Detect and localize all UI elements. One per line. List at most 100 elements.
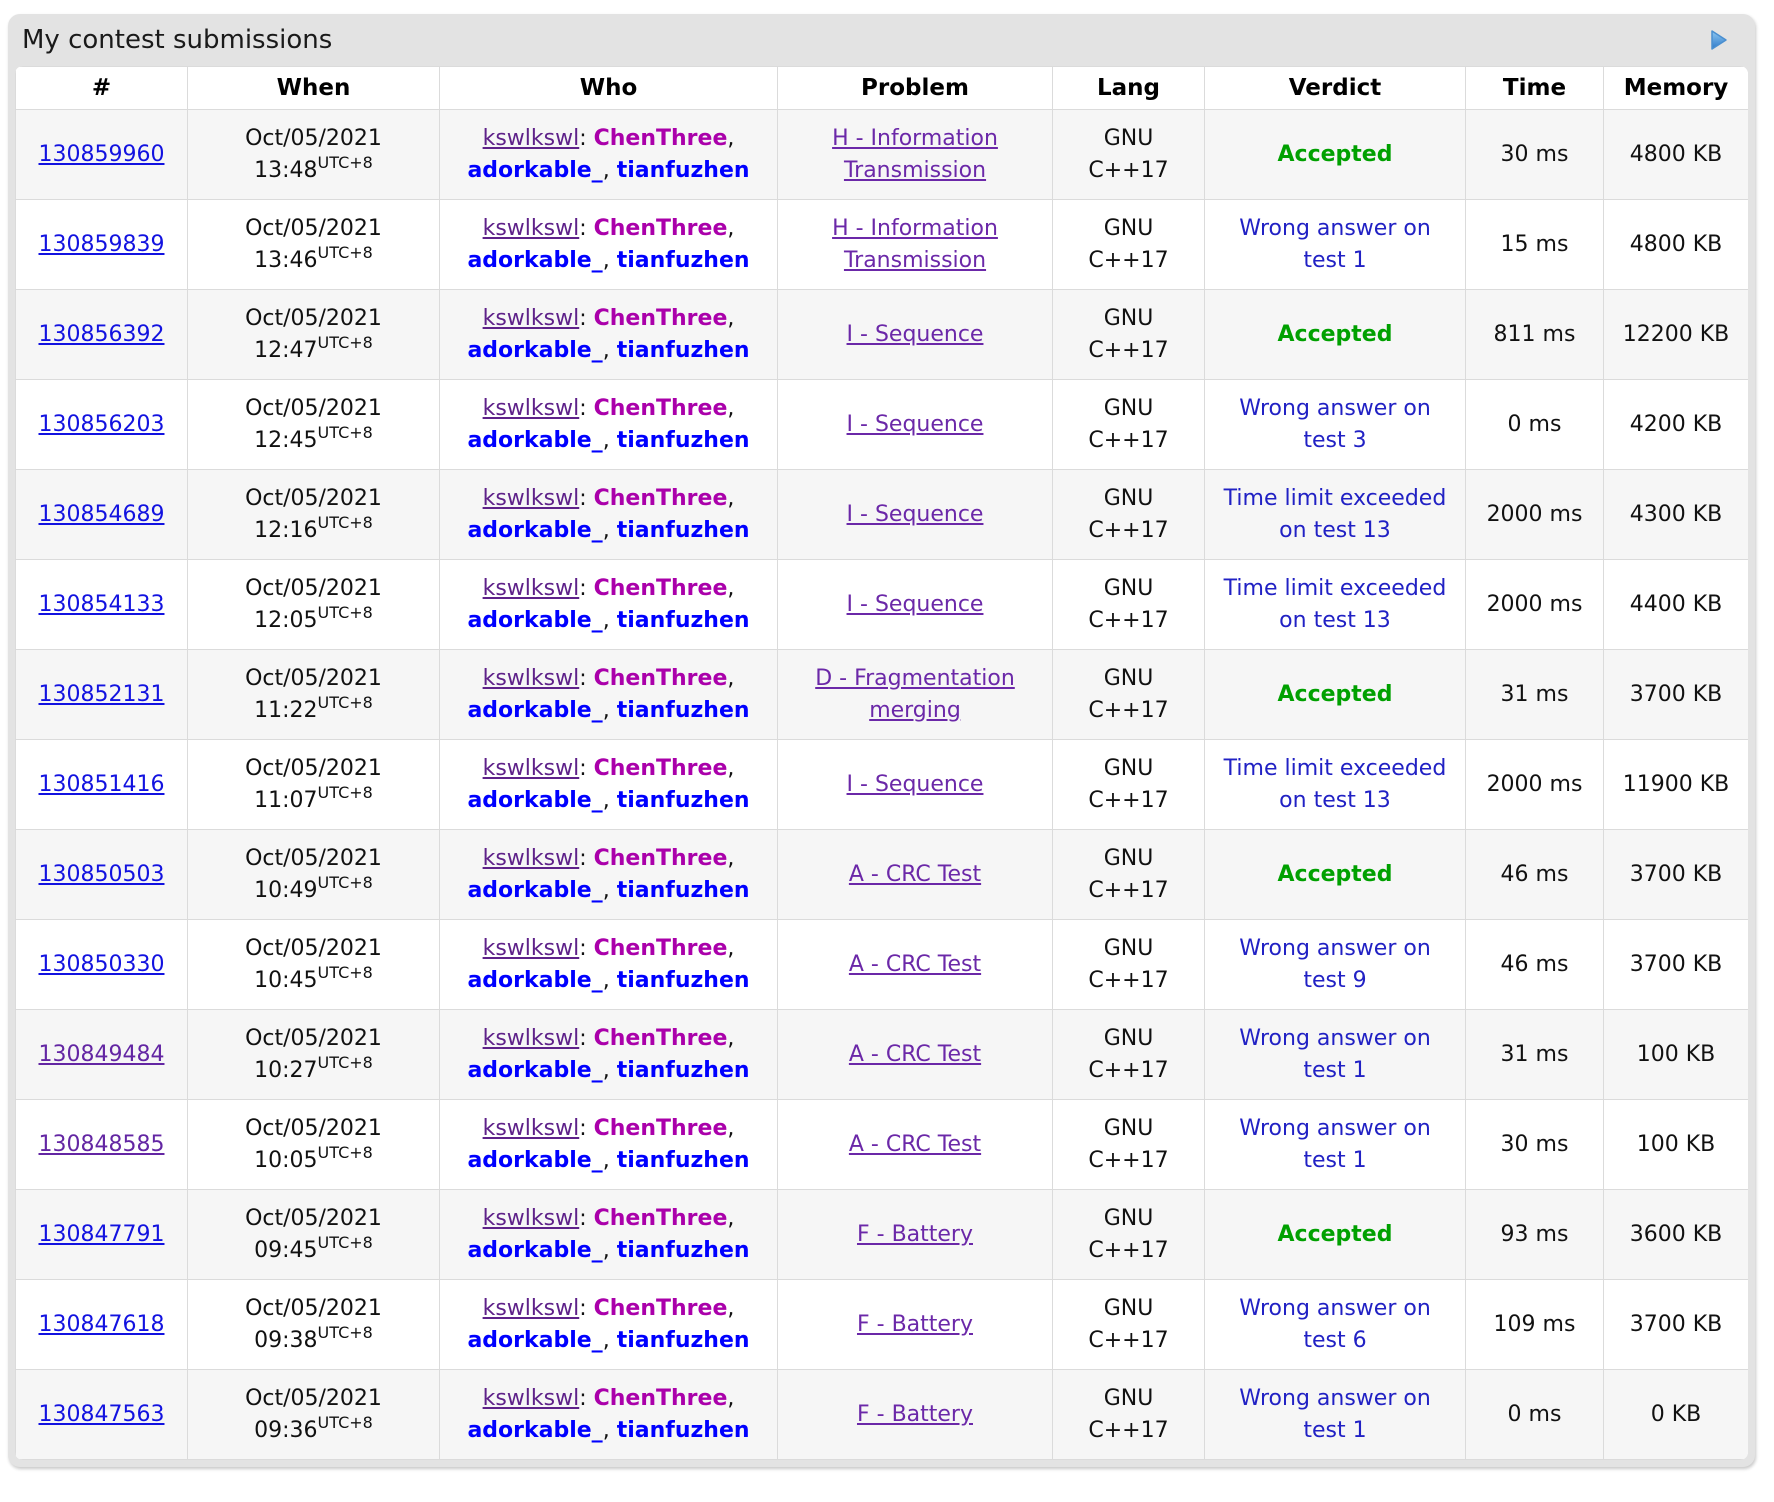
- member-handle-link[interactable]: adorkable_: [467, 1058, 602, 1083]
- submission-id-link[interactable]: 130850503: [39, 862, 165, 887]
- member-handle-link[interactable]: ChenThree: [594, 756, 728, 781]
- problem-link[interactable]: I - Sequence: [847, 769, 984, 801]
- member-handle-link[interactable]: tianfuzhen: [617, 1238, 750, 1263]
- member-handle-link[interactable]: ChenThree: [594, 306, 728, 331]
- team-link[interactable]: kswlkswl: [483, 216, 580, 241]
- problem-link[interactable]: I - Sequence: [847, 319, 984, 351]
- submission-id-link[interactable]: 130859839: [39, 232, 165, 257]
- member-handle-link[interactable]: ChenThree: [594, 1026, 728, 1051]
- team-link[interactable]: kswlkswl: [483, 756, 580, 781]
- sidebar-expand-arrow-icon[interactable]: [1710, 29, 1728, 51]
- submission-id-link[interactable]: 130847791: [39, 1222, 165, 1247]
- member-handle-link[interactable]: adorkable_: [467, 698, 602, 723]
- member-handle-link[interactable]: tianfuzhen: [617, 1148, 750, 1173]
- problem-link[interactable]: D - Fragmentation merging: [790, 663, 1040, 727]
- team-link[interactable]: kswlkswl: [483, 306, 580, 331]
- member-handle-link[interactable]: tianfuzhen: [617, 248, 750, 273]
- problem-link[interactable]: I - Sequence: [847, 409, 984, 441]
- member-handle-link[interactable]: tianfuzhen: [617, 788, 750, 813]
- member-handle-link[interactable]: adorkable_: [467, 1418, 602, 1443]
- team-link[interactable]: kswlkswl: [483, 846, 580, 871]
- team-link[interactable]: kswlkswl: [483, 576, 580, 601]
- member-handle-link[interactable]: adorkable_: [467, 338, 602, 363]
- member-handle-link[interactable]: tianfuzhen: [617, 698, 750, 723]
- team-link[interactable]: kswlkswl: [483, 1206, 580, 1231]
- submission-id-link[interactable]: 130847618: [39, 1312, 165, 1337]
- submission-problem-cell: I - Sequence: [778, 740, 1053, 830]
- member-handle-link[interactable]: tianfuzhen: [617, 1328, 750, 1353]
- team-link[interactable]: kswlkswl: [483, 666, 580, 691]
- member-handle-link[interactable]: tianfuzhen: [617, 968, 750, 993]
- member-handle-link[interactable]: tianfuzhen: [617, 1418, 750, 1443]
- submission-memory-cell: 12200 KB: [1604, 290, 1749, 380]
- problem-link[interactable]: A - CRC Test: [849, 1129, 981, 1161]
- member-handle-link[interactable]: ChenThree: [594, 936, 728, 961]
- member-handle-link[interactable]: ChenThree: [594, 486, 728, 511]
- submission-id-link[interactable]: 130849484: [39, 1042, 165, 1067]
- submission-id-link[interactable]: 130847563: [39, 1402, 165, 1427]
- member-handle-link[interactable]: tianfuzhen: [617, 518, 750, 543]
- member-handle-link[interactable]: adorkable_: [467, 788, 602, 813]
- problem-link[interactable]: A - CRC Test: [849, 949, 981, 981]
- problem-link[interactable]: F - Battery: [857, 1219, 973, 1251]
- problem-link[interactable]: A - CRC Test: [849, 1039, 981, 1071]
- submission-id-link[interactable]: 130854133: [39, 592, 165, 617]
- member-handle-link[interactable]: ChenThree: [594, 1386, 728, 1411]
- member-handle-link[interactable]: adorkable_: [467, 158, 602, 183]
- submission-id-link[interactable]: 130851416: [39, 772, 165, 797]
- member-handle-link[interactable]: tianfuzhen: [617, 428, 750, 453]
- member-handle-link[interactable]: ChenThree: [594, 1206, 728, 1231]
- member-handle-link[interactable]: ChenThree: [594, 1116, 728, 1141]
- problem-link[interactable]: I - Sequence: [847, 499, 984, 531]
- submission-id-link[interactable]: 130854689: [39, 502, 165, 527]
- member-handle-link[interactable]: adorkable_: [467, 608, 602, 633]
- team-link[interactable]: kswlkswl: [483, 1026, 580, 1051]
- team-link[interactable]: kswlkswl: [483, 126, 580, 151]
- member-handle-link[interactable]: adorkable_: [467, 1238, 602, 1263]
- submission-verdict-cell: Accepted: [1205, 650, 1466, 740]
- team-link[interactable]: kswlkswl: [483, 1296, 580, 1321]
- problem-link[interactable]: F - Battery: [857, 1399, 973, 1431]
- team-link[interactable]: kswlkswl: [483, 396, 580, 421]
- member-handle-link[interactable]: ChenThree: [594, 216, 728, 241]
- member-handle-link[interactable]: tianfuzhen: [617, 338, 750, 363]
- problem-link[interactable]: A - CRC Test: [849, 859, 981, 891]
- member-handle-link[interactable]: adorkable_: [467, 428, 602, 453]
- member-handle-link[interactable]: tianfuzhen: [617, 878, 750, 903]
- problem-link[interactable]: I - Sequence: [847, 589, 984, 621]
- member-handle-link[interactable]: tianfuzhen: [617, 158, 750, 183]
- verdict-label: Accepted: [1278, 862, 1393, 887]
- problem-link[interactable]: F - Battery: [857, 1309, 973, 1341]
- submission-id-link[interactable]: 130856392: [39, 322, 165, 347]
- team-separator: :: [579, 756, 593, 781]
- submission-id-link[interactable]: 130856203: [39, 412, 165, 437]
- member-handle-link[interactable]: ChenThree: [594, 396, 728, 421]
- member-handle-link[interactable]: ChenThree: [594, 666, 728, 691]
- member-handle-link[interactable]: adorkable_: [467, 968, 602, 993]
- submission-id-link[interactable]: 130852131: [39, 682, 165, 707]
- member-handle-link[interactable]: adorkable_: [467, 1328, 602, 1353]
- submission-when-cell: Oct/05/2021 13:46UTC+8: [188, 200, 440, 290]
- submission-id-link[interactable]: 130850330: [39, 952, 165, 977]
- member-handle-link[interactable]: tianfuzhen: [617, 1058, 750, 1083]
- team-link[interactable]: kswlkswl: [483, 936, 580, 961]
- member-handle-link[interactable]: ChenThree: [594, 1296, 728, 1321]
- member-handle-link[interactable]: ChenThree: [594, 576, 728, 601]
- member-handle-link[interactable]: adorkable_: [467, 878, 602, 903]
- member-handle-link[interactable]: adorkable_: [467, 518, 602, 543]
- submission-row: 130851416 Oct/05/2021 11:07UTC+8 kswlksw…: [16, 740, 1749, 830]
- team-link[interactable]: kswlkswl: [483, 1386, 580, 1411]
- member-handle-link[interactable]: adorkable_: [467, 1148, 602, 1173]
- member-handle-link[interactable]: ChenThree: [594, 846, 728, 871]
- member-handle-link[interactable]: ChenThree: [594, 126, 728, 151]
- submission-time-cell: 109 ms: [1466, 1280, 1604, 1370]
- submission-id-link[interactable]: 130859960: [39, 142, 165, 167]
- problem-link[interactable]: H - Information Transmission: [790, 123, 1040, 187]
- problem-link[interactable]: H - Information Transmission: [790, 213, 1040, 277]
- member-handle-link[interactable]: tianfuzhen: [617, 608, 750, 633]
- submission-id-link[interactable]: 130848585: [39, 1132, 165, 1157]
- team-link[interactable]: kswlkswl: [483, 1116, 580, 1141]
- team-separator: :: [579, 1386, 593, 1411]
- team-link[interactable]: kswlkswl: [483, 486, 580, 511]
- member-handle-link[interactable]: adorkable_: [467, 248, 602, 273]
